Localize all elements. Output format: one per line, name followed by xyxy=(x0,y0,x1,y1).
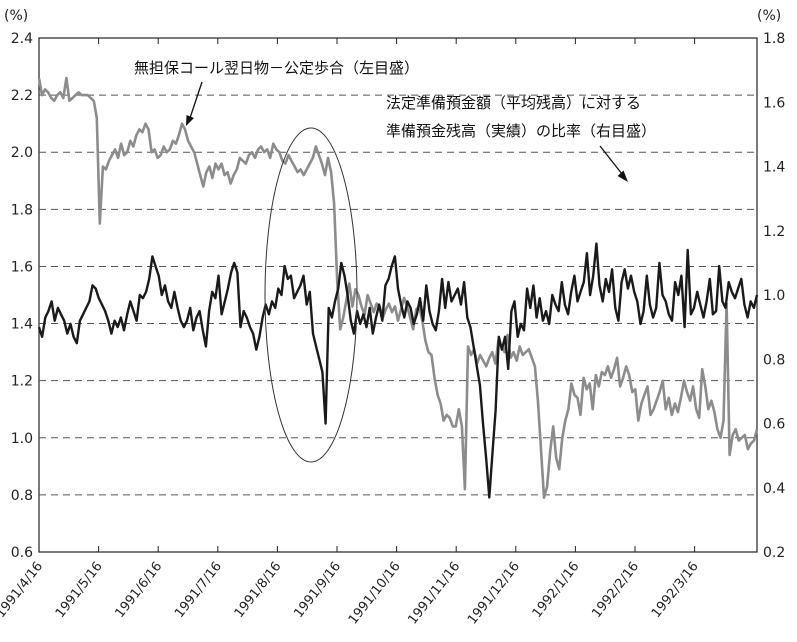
x-tick-label: 1991/7/16 xyxy=(172,559,225,621)
arrowhead-call-rate xyxy=(186,115,194,126)
x-tick-label: 1992/1/16 xyxy=(530,559,583,621)
x-axis-tick-labels: 1991/4/16 1991/5/16 1991/6/16 1991/7/16 1991… xyxy=(0,559,702,627)
left-tick-label: 2.0 xyxy=(11,145,33,161)
annotation-reserve-ratio-line1: 法定準備預金額（平均残高）に対する xyxy=(386,94,641,112)
month-tick-marks xyxy=(98,38,696,552)
arrowhead-reserve-ratio xyxy=(617,170,628,182)
series-call-rate-line xyxy=(37,76,759,500)
x-tick-label: 1991/4/16 xyxy=(0,559,46,621)
x-tick-label: 1991/5/16 xyxy=(53,559,106,621)
right-tick-label: 0.6 xyxy=(763,417,785,433)
right-tick-label: 1.4 xyxy=(763,160,785,176)
arrow-reserve-ratio xyxy=(599,145,623,175)
right-tick-label: 0.8 xyxy=(763,352,785,368)
left-tick-label: 1.0 xyxy=(11,431,33,447)
right-tick-label: 1.8 xyxy=(763,31,785,47)
arrow-call-rate xyxy=(189,81,203,119)
x-tick-label: 1991/11/16 xyxy=(405,559,463,627)
left-axis-tick-labels: 0.6 0.8 1.0 1.2 1.4 1.6 1.8 2.0 2.2 2.4 xyxy=(11,31,33,561)
series-layer xyxy=(37,76,759,500)
annotation-reserve-ratio-line2: 準備預金残高（実績）の比率（右目盛） xyxy=(386,122,656,140)
left-tick-label: 1.6 xyxy=(11,259,33,275)
right-tick-label: 1.0 xyxy=(763,288,785,304)
left-tick-label: 0.8 xyxy=(11,488,33,504)
series-reserve-ratio-line xyxy=(37,242,759,499)
left-tick-label: 2.4 xyxy=(11,31,33,47)
right-tick-label: 1.2 xyxy=(763,224,785,240)
x-tick-label: 1992/2/16 xyxy=(589,559,642,621)
x-tick-label: 1991/8/16 xyxy=(232,559,285,621)
left-tick-label: 2.2 xyxy=(11,88,33,104)
left-tick-label: 1.8 xyxy=(11,202,33,218)
x-tick-label: 1992/3/16 xyxy=(649,559,702,621)
right-tick-label: 1.6 xyxy=(763,95,785,111)
right-axis-unit: (%) xyxy=(757,8,781,24)
left-tick-label: 1.4 xyxy=(11,317,33,333)
left-tick-label: 1.2 xyxy=(11,374,33,390)
x-tick-label: 1991/12/16 xyxy=(465,559,523,627)
right-axis-tick-labels: 0.2 0.4 0.6 0.8 1.0 1.2 1.4 1.6 1.8 xyxy=(763,31,785,561)
left-tick-label: 0.6 xyxy=(11,545,33,561)
left-axis-unit: (%) xyxy=(4,8,28,24)
right-tick-label: 0.4 xyxy=(763,481,785,497)
x-tick-label: 1991/10/16 xyxy=(346,559,404,627)
right-tick-label: 0.2 xyxy=(763,545,785,561)
annotation-call-rate: 無担保コール翌日物－公定歩合（左目盛） xyxy=(134,59,419,77)
x-tick-label: 1991/6/16 xyxy=(112,559,165,621)
highlight-ellipse xyxy=(264,127,358,463)
x-tick-label: 1991/9/16 xyxy=(291,559,344,621)
